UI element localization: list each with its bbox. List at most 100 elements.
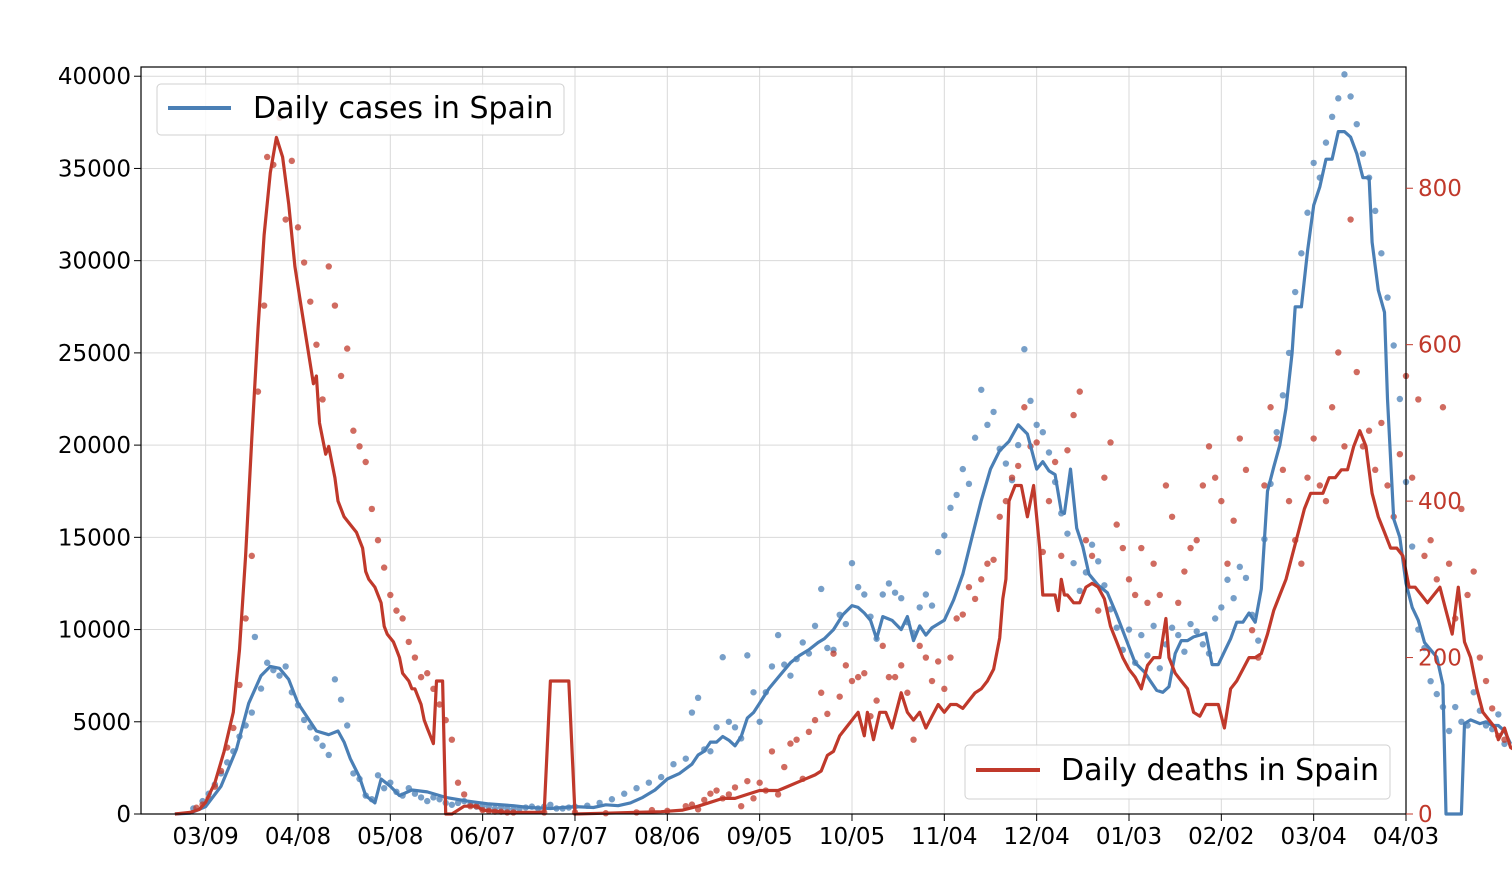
scatter-point bbox=[1298, 560, 1305, 567]
x-axis: 03/09 04/08 05/08 06/07 07/07 08/06 09/05 10/05… bbox=[172, 814, 1439, 850]
y-left-tick-label: 15000 bbox=[58, 525, 131, 551]
scatter-point bbox=[774, 631, 782, 639]
scatter-point bbox=[959, 465, 966, 473]
scatter-point bbox=[1064, 447, 1071, 454]
scatter-point bbox=[300, 716, 308, 724]
scatter-point bbox=[1021, 404, 1028, 411]
scatter-point bbox=[1488, 705, 1496, 712]
scatter-point bbox=[344, 345, 351, 352]
scatter-point bbox=[793, 736, 800, 743]
series-line-0 bbox=[174, 130, 1512, 816]
scatter-point bbox=[737, 802, 745, 810]
scatter-point bbox=[916, 642, 923, 650]
scatter-point bbox=[848, 559, 856, 567]
scatter-point bbox=[744, 652, 751, 659]
scatter-point bbox=[768, 748, 776, 755]
scatter-point bbox=[1415, 396, 1422, 403]
scatter-point bbox=[1045, 449, 1053, 456]
scatter-point bbox=[1378, 419, 1385, 427]
scatter-point bbox=[313, 735, 320, 742]
scatter-point bbox=[1248, 626, 1256, 634]
scatter-point bbox=[325, 751, 332, 759]
scatter-point bbox=[928, 602, 936, 609]
scatter-point bbox=[1045, 497, 1053, 505]
scatter-point bbox=[1273, 429, 1280, 436]
x-tick-label: 08/06 bbox=[634, 824, 700, 850]
scatter-point bbox=[1205, 443, 1213, 450]
scatter-point bbox=[1230, 517, 1237, 524]
x-tick-label: 02/02 bbox=[1188, 824, 1254, 850]
scatter-point bbox=[1014, 441, 1022, 449]
scatter-point bbox=[1101, 474, 1108, 481]
y-axis-right: 0 200 400 600 800 bbox=[1406, 176, 1462, 828]
scatter-point bbox=[965, 583, 973, 591]
scatter-point bbox=[1242, 574, 1250, 582]
scatter-point bbox=[768, 663, 776, 670]
scatter-point bbox=[1359, 150, 1367, 157]
scatter-point bbox=[750, 689, 757, 696]
scatter-point bbox=[1353, 120, 1360, 128]
scatter-point bbox=[657, 773, 665, 781]
scatter-point bbox=[885, 580, 893, 587]
scatter-point bbox=[1181, 568, 1188, 575]
scatter-point bbox=[337, 696, 345, 703]
scatter-point bbox=[934, 548, 942, 556]
scatter-point bbox=[344, 722, 351, 729]
scatter-point bbox=[1439, 404, 1447, 411]
scatter-point bbox=[608, 796, 616, 803]
scatter-point bbox=[836, 693, 843, 700]
scatter-point bbox=[1464, 591, 1471, 599]
scatter-point bbox=[928, 677, 936, 685]
scatter-point bbox=[1316, 482, 1324, 489]
scatter-point bbox=[362, 458, 369, 466]
scatter-point bbox=[848, 677, 856, 685]
scatter-point bbox=[1236, 563, 1243, 571]
scatter-point bbox=[879, 642, 886, 650]
scatter-point bbox=[1470, 568, 1477, 575]
x-tick-label: 04/03 bbox=[1373, 824, 1439, 850]
scatter-point bbox=[1064, 530, 1071, 537]
scatter-point bbox=[263, 153, 271, 161]
legend-top-left: Daily cases in Spain bbox=[156, 83, 565, 136]
scatter-point bbox=[1384, 294, 1391, 301]
scatter-point bbox=[1113, 521, 1120, 528]
scatter-point bbox=[368, 505, 376, 513]
scatter-point bbox=[621, 790, 628, 797]
scatter-point bbox=[1365, 427, 1373, 434]
scatter-point bbox=[787, 740, 794, 747]
scatter-point bbox=[313, 341, 320, 348]
scatter-point bbox=[424, 670, 431, 677]
scatter-point bbox=[236, 681, 243, 689]
scatter-point bbox=[996, 513, 1003, 520]
scatter-point bbox=[1131, 591, 1139, 599]
scatter-point bbox=[331, 302, 339, 309]
scatter-point bbox=[1291, 288, 1299, 296]
scatter-point bbox=[1396, 395, 1404, 403]
scatter-point bbox=[417, 794, 425, 801]
scatter-point bbox=[276, 672, 283, 679]
scatter-point bbox=[701, 796, 708, 804]
scatter-point bbox=[824, 710, 831, 718]
scatter-point bbox=[818, 689, 825, 696]
scatter-point bbox=[1304, 209, 1311, 216]
scatter-point bbox=[1445, 727, 1453, 735]
scatter-point bbox=[947, 654, 954, 661]
scatter-point bbox=[873, 697, 880, 704]
scatter-point bbox=[707, 790, 714, 797]
scatter-point bbox=[288, 157, 296, 165]
scatter-point bbox=[1051, 458, 1059, 466]
scatter-point bbox=[1445, 560, 1453, 567]
scatter-point bbox=[1113, 624, 1120, 631]
scatter-point bbox=[1168, 624, 1176, 631]
scatter-point bbox=[713, 724, 720, 731]
scatter-point bbox=[811, 622, 819, 630]
scatter-point bbox=[1328, 404, 1336, 411]
scatter-point bbox=[1452, 703, 1459, 711]
y-left-tick-label: 40000 bbox=[58, 64, 131, 90]
scatter-point bbox=[460, 791, 468, 798]
scatter-point bbox=[1168, 513, 1176, 520]
scatter-point bbox=[1298, 250, 1305, 257]
scatter-point bbox=[436, 701, 443, 708]
scatter-point bbox=[424, 797, 431, 805]
